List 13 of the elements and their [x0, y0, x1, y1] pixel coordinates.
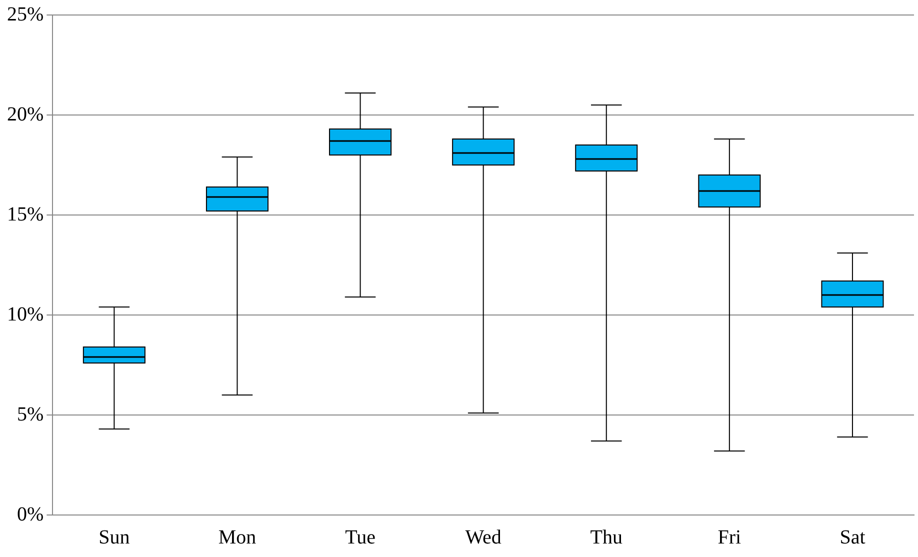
x-tick-label: Mon	[218, 526, 256, 548]
y-tick-label: 15%	[6, 203, 44, 226]
y-tick-label: 10%	[6, 303, 44, 326]
y-tick-label: 20%	[6, 103, 44, 126]
y-tick-label: 0%	[16, 503, 44, 526]
x-tick-label: Sun	[98, 526, 130, 548]
x-tick-label: Sat	[840, 526, 866, 548]
x-tick-label: Thu	[590, 526, 622, 548]
x-tick-label: Wed	[465, 526, 502, 548]
x-tick-label: Tue	[345, 526, 376, 548]
y-tick-label: 5%	[16, 403, 44, 426]
y-tick-label: 25%	[6, 3, 44, 26]
x-tick-label: Fri	[718, 526, 742, 548]
